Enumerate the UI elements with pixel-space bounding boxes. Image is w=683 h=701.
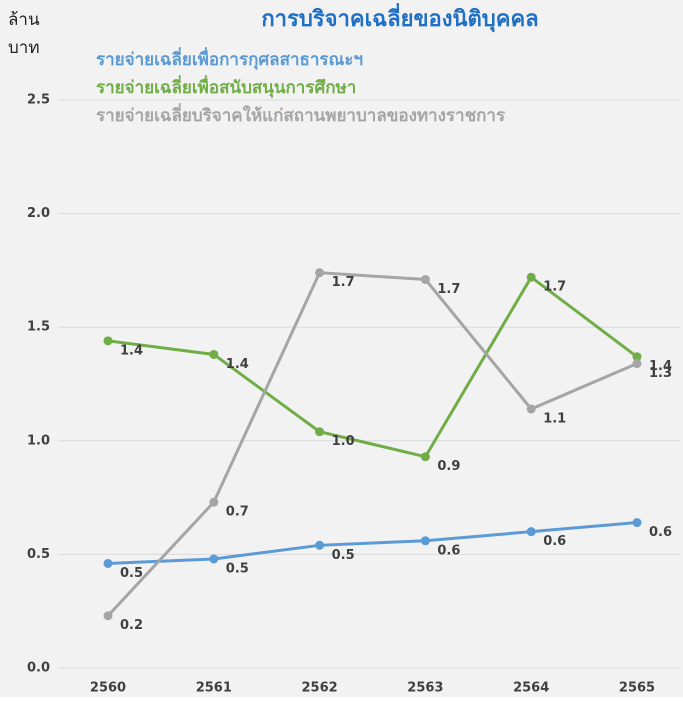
chart-title: การบริจาคเฉลี่ยของนิติบุคคล	[261, 2, 538, 33]
legend-entry: รายจ่ายเฉลี่ยบริจาคให้แก่สถานพยาบาลของทา…	[96, 103, 506, 126]
marker	[103, 611, 113, 621]
y-axis-label: ล้าน	[8, 10, 40, 30]
marker	[526, 272, 536, 282]
data-label: 0.5	[332, 548, 355, 563]
data-label: 1.4	[120, 343, 143, 358]
line	[106, 271, 638, 617]
x-tick-label: 2565	[619, 681, 655, 696]
y-axis-label: บาท	[8, 38, 40, 58]
marker	[103, 336, 113, 346]
data-label: 0.5	[120, 566, 143, 581]
line	[107, 521, 638, 565]
y-tick-label: 2.5	[27, 93, 50, 108]
y-tick-label: 0.0	[27, 661, 50, 676]
x-tick-label: 2562	[302, 681, 338, 696]
marker	[526, 404, 536, 414]
data-label: 1.0	[332, 434, 355, 449]
x-tick-label: 2560	[90, 681, 126, 696]
data-label: 0.2	[120, 618, 143, 633]
data-label: 0.9	[437, 459, 460, 474]
data-label: 0.6	[437, 543, 460, 558]
data-label: 0.6	[649, 525, 672, 540]
marker	[420, 536, 430, 546]
data-label: 1.7	[437, 282, 460, 297]
marker	[209, 349, 219, 359]
data-label: 0.6	[543, 534, 566, 549]
x-tick-label: 2564	[513, 681, 549, 696]
y-tick-label: 1.5	[27, 320, 50, 335]
marker	[526, 527, 536, 537]
data-label: 1.7	[332, 275, 355, 290]
marker	[632, 518, 642, 528]
marker	[315, 540, 325, 550]
line	[107, 275, 638, 459]
marker	[209, 497, 219, 507]
legend-entry: รายจ่ายเฉลี่ยเพื่อสนับสนุนการศึกษา	[96, 75, 356, 98]
x-tick-label: 2563	[407, 681, 443, 696]
marker	[420, 452, 430, 462]
data-label: 1.4	[649, 359, 672, 374]
x-tick-label: 2561	[196, 681, 232, 696]
marker	[315, 268, 325, 278]
marker	[420, 274, 430, 284]
y-tick-label: 2.0	[27, 206, 50, 221]
marker	[315, 427, 325, 437]
data-label: 1.7	[543, 280, 566, 295]
y-tick-label: 1.0	[27, 433, 50, 448]
legend-entry: รายจ่ายเฉลี่ยเพื่อการกุศลสาธารณะฯ	[96, 47, 363, 70]
data-label: 0.5	[226, 561, 249, 576]
data-label: 0.7	[226, 505, 249, 520]
marker	[103, 558, 113, 568]
data-label: 1.4	[226, 357, 249, 372]
y-tick-label: 0.5	[27, 547, 50, 562]
marker	[632, 359, 642, 369]
marker	[632, 352, 642, 362]
marker	[209, 554, 219, 564]
data-label: 1.1	[543, 411, 566, 426]
data-label: 1.3	[649, 366, 672, 381]
